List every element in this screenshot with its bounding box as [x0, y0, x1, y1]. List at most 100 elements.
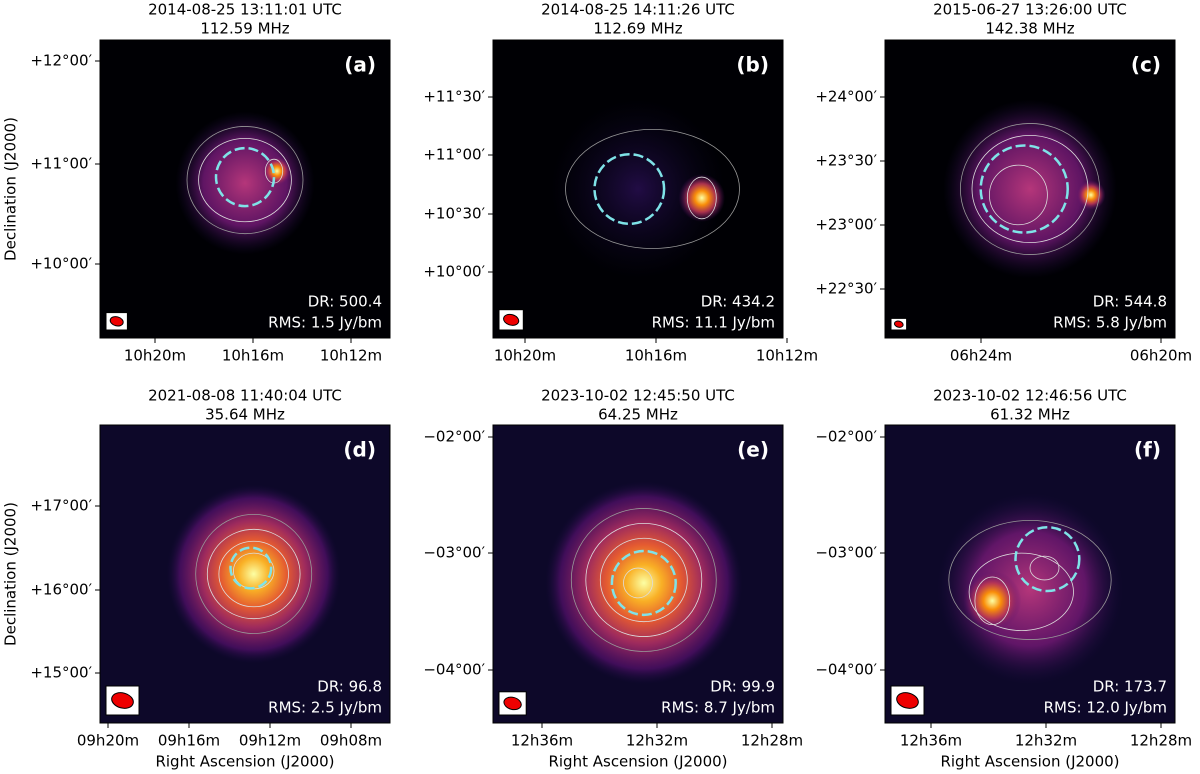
rms: RMS: 5.8 Jy/bm: [1053, 314, 1167, 332]
x-tick-label: 09h12m: [239, 732, 301, 750]
x-tick-label: 12h28m: [741, 732, 803, 750]
x-tick-label: 12h36m: [900, 732, 962, 750]
y-tick-label: +16°00′: [30, 581, 92, 599]
x-axis-label: Right Ascension (J2000): [940, 753, 1119, 771]
beam: [503, 696, 522, 711]
contour: [198, 137, 292, 223]
contour: [599, 537, 688, 623]
rms: RMS: 8.7 Jy/bm: [661, 699, 775, 717]
source-emission: [262, 156, 292, 187]
panel-frame: [99, 39, 391, 339]
panel-frequency: 112.59 MHz: [200, 20, 289, 38]
sky-image: [100, 425, 390, 723]
dynamic-range: DR: 96.8: [317, 678, 382, 696]
contour: [195, 514, 313, 635]
panel-label: (c): [1131, 53, 1161, 77]
y-tick-label: −02°00′: [423, 428, 485, 446]
dynamic-range: DR: 173.7: [1093, 678, 1167, 696]
beam: [111, 692, 134, 709]
panel-title: 2021-08-08 11:40:04 UTC: [148, 387, 342, 405]
contour: [623, 567, 653, 599]
cyan-circle: [214, 146, 276, 208]
source-emission: [943, 99, 1117, 279]
cyan-circle: [610, 549, 677, 617]
panel-frequency: 35.64 MHz: [205, 406, 285, 424]
x-tick-label: 10h16m: [625, 347, 687, 365]
panel-title: 2014-08-25 14:11:26 UTC: [541, 1, 735, 19]
contour: [1029, 555, 1060, 581]
dynamic-range: DR: 500.4: [308, 293, 382, 311]
contour: [948, 519, 1112, 640]
beam: [109, 316, 124, 327]
sky-image: [100, 40, 390, 338]
y-tick-label: −03°00′: [815, 544, 877, 562]
y-tick-label: +11°30′: [423, 88, 485, 106]
panel-frame: [492, 424, 784, 724]
panel-title: 2015-06-27 13:26:00 UTC: [933, 1, 1127, 19]
y-tick-label: +23°30′: [815, 152, 877, 170]
panel-title: 2023-10-02 12:45:50 UTC: [541, 387, 735, 405]
cyan-circle: [229, 546, 273, 590]
x-tick-label: 10h12m: [756, 347, 818, 365]
rms: RMS: 11.1 Jy/bm: [652, 314, 775, 332]
y-tick-label: +10°30′: [423, 205, 485, 223]
contour: [960, 123, 1101, 255]
beam: [896, 692, 919, 709]
beam: [893, 320, 904, 328]
panel-frame: [99, 424, 391, 724]
panel-frequency: 142.38 MHz: [985, 20, 1074, 38]
contour: [186, 126, 304, 235]
y-tick-label: +17°00′: [30, 497, 92, 515]
panel-frequency: 112.69 MHz: [593, 20, 682, 38]
x-tick-label: 10h12m: [320, 347, 382, 365]
panel-label: (e): [737, 438, 769, 462]
sky-image: [493, 40, 783, 338]
panel-label: (b): [736, 53, 769, 77]
y-axis-label: Declination (J2000): [2, 502, 20, 646]
panel-label: (a): [344, 53, 376, 77]
y-tick-label: +10°00′: [423, 263, 485, 281]
y-tick-label: +24°00′: [815, 88, 877, 106]
x-axis-label: Right Ascension (J2000): [155, 753, 334, 771]
contour: [218, 540, 289, 608]
panel-frequency: 64.25 MHz: [598, 406, 678, 424]
y-tick-label: +22°30′: [815, 280, 877, 298]
x-tick-label: 12h32m: [626, 732, 688, 750]
contour: [968, 552, 1074, 632]
x-tick-label: 06h20m: [1130, 347, 1192, 365]
contour: [565, 128, 740, 249]
rms: RMS: 1.5 Jy/bm: [268, 314, 382, 332]
x-tick-label: 09h08m: [320, 732, 382, 750]
panel-title: 2023-10-02 12:46:56 UTC: [933, 387, 1127, 405]
source-emission: [963, 571, 1022, 631]
panel-label: (f): [1134, 438, 1161, 462]
y-tick-label: +10°00′: [30, 255, 92, 273]
dynamic-range: DR: 99.9: [710, 678, 775, 696]
source-emission: [545, 481, 743, 685]
panel-label: (d): [343, 438, 376, 462]
dynamic-range: DR: 434.2: [701, 293, 775, 311]
contour: [206, 528, 301, 620]
contour: [989, 164, 1048, 226]
y-tick-label: −02°00′: [815, 428, 877, 446]
contour: [974, 576, 1011, 626]
contour: [570, 508, 717, 652]
y-tick-label: +11°00′: [423, 146, 485, 164]
beam: [503, 313, 520, 326]
panel-frequency: 61.32 MHz: [990, 406, 1070, 424]
source-emission: [937, 493, 1123, 685]
y-tick-label: +11°00′: [30, 155, 92, 173]
x-tick-label: 12h28m: [1130, 732, 1192, 750]
cyan-circle: [593, 152, 666, 226]
y-tick-label: −03°00′: [423, 544, 485, 562]
rms: RMS: 2.5 Jy/bm: [268, 699, 382, 717]
y-tick-label: +15°00′: [30, 664, 92, 682]
x-tick-label: 12h32m: [1015, 732, 1077, 750]
x-tick-label: 09h16m: [158, 732, 220, 750]
dynamic-range: DR: 544.8: [1093, 293, 1167, 311]
y-tick-label: −04°00′: [423, 661, 485, 679]
cyan-circle: [979, 144, 1069, 234]
sky-image: [885, 425, 1175, 723]
